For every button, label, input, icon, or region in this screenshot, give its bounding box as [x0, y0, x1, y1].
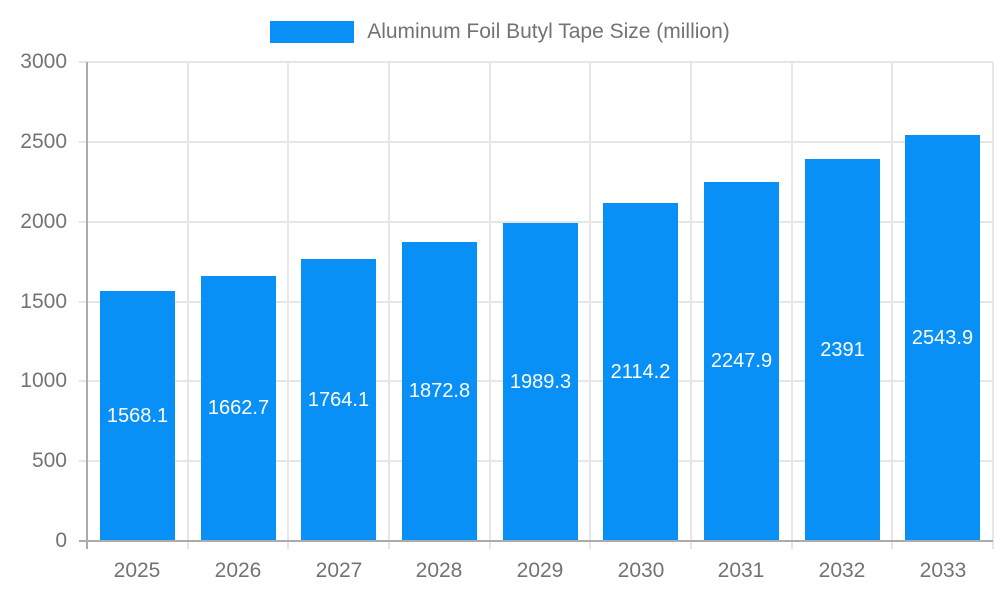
- y-tick-label: 2500: [20, 130, 67, 153]
- bar-value-label: 2543.9: [911, 326, 974, 349]
- x-gridline: [891, 62, 893, 549]
- x-gridline: [287, 62, 289, 549]
- y-axis-line: [86, 62, 88, 549]
- x-gridline: [992, 62, 994, 549]
- bar[interactable]: 1568.1: [100, 291, 175, 541]
- x-tick-label: 2025: [113, 559, 161, 582]
- legend-swatch-icon: [270, 21, 355, 43]
- bar[interactable]: 1662.7: [201, 276, 276, 541]
- bar[interactable]: 1872.8: [402, 242, 477, 541]
- bar-value-label: 2247.9: [710, 350, 773, 372]
- x-axis-line: [79, 540, 993, 542]
- bar[interactable]: 1989.3: [503, 223, 578, 541]
- x-tick-label: 2033: [919, 559, 967, 582]
- x-tick-label: 2031: [717, 559, 765, 582]
- bar[interactable]: 2391: [805, 159, 880, 541]
- bar[interactable]: 2114.2: [603, 203, 678, 541]
- bar[interactable]: 2543.9: [905, 135, 980, 541]
- bar-value-label: 1568.1: [106, 404, 169, 427]
- x-gridline: [489, 62, 491, 549]
- y-tick-label: 0: [55, 529, 67, 552]
- x-tick-label: 2032: [818, 559, 866, 582]
- bar[interactable]: 2247.9: [704, 182, 779, 541]
- y-tick-label: 3000: [20, 50, 67, 73]
- x-tick-label: 2027: [315, 559, 363, 582]
- x-gridline: [187, 62, 189, 549]
- x-tick-label: 2026: [214, 559, 262, 582]
- bar-value-label: 1764.1: [307, 388, 370, 411]
- x-gridline: [690, 62, 692, 549]
- y-tick-label: 1000: [20, 369, 67, 392]
- y-gridline: [79, 221, 993, 223]
- bar-value-label: 1662.7: [207, 397, 270, 419]
- bar[interactable]: 1764.1: [301, 259, 376, 541]
- bar-value-label: 1989.3: [509, 370, 572, 393]
- bar-value-label: 1872.8: [408, 380, 471, 402]
- x-tick-label: 2030: [617, 559, 665, 582]
- x-tick-label: 2029: [516, 559, 564, 582]
- x-gridline: [791, 62, 793, 549]
- legend-label: Aluminum Foil Butyl Tape Size (million): [367, 20, 730, 43]
- bar-value-label: 2114.2: [610, 360, 671, 383]
- y-tick-label: 2000: [20, 210, 67, 233]
- y-tick-label: 1500: [20, 290, 67, 313]
- x-gridline: [589, 62, 591, 549]
- bar-value-label: 2391: [820, 338, 865, 361]
- x-tick-label: 2028: [415, 559, 463, 582]
- y-gridline: [79, 141, 993, 143]
- y-gridline: [79, 61, 993, 63]
- legend[interactable]: Aluminum Foil Butyl Tape Size (million): [0, 20, 1000, 44]
- y-tick-label: 500: [31, 449, 67, 472]
- x-gridline: [388, 62, 390, 549]
